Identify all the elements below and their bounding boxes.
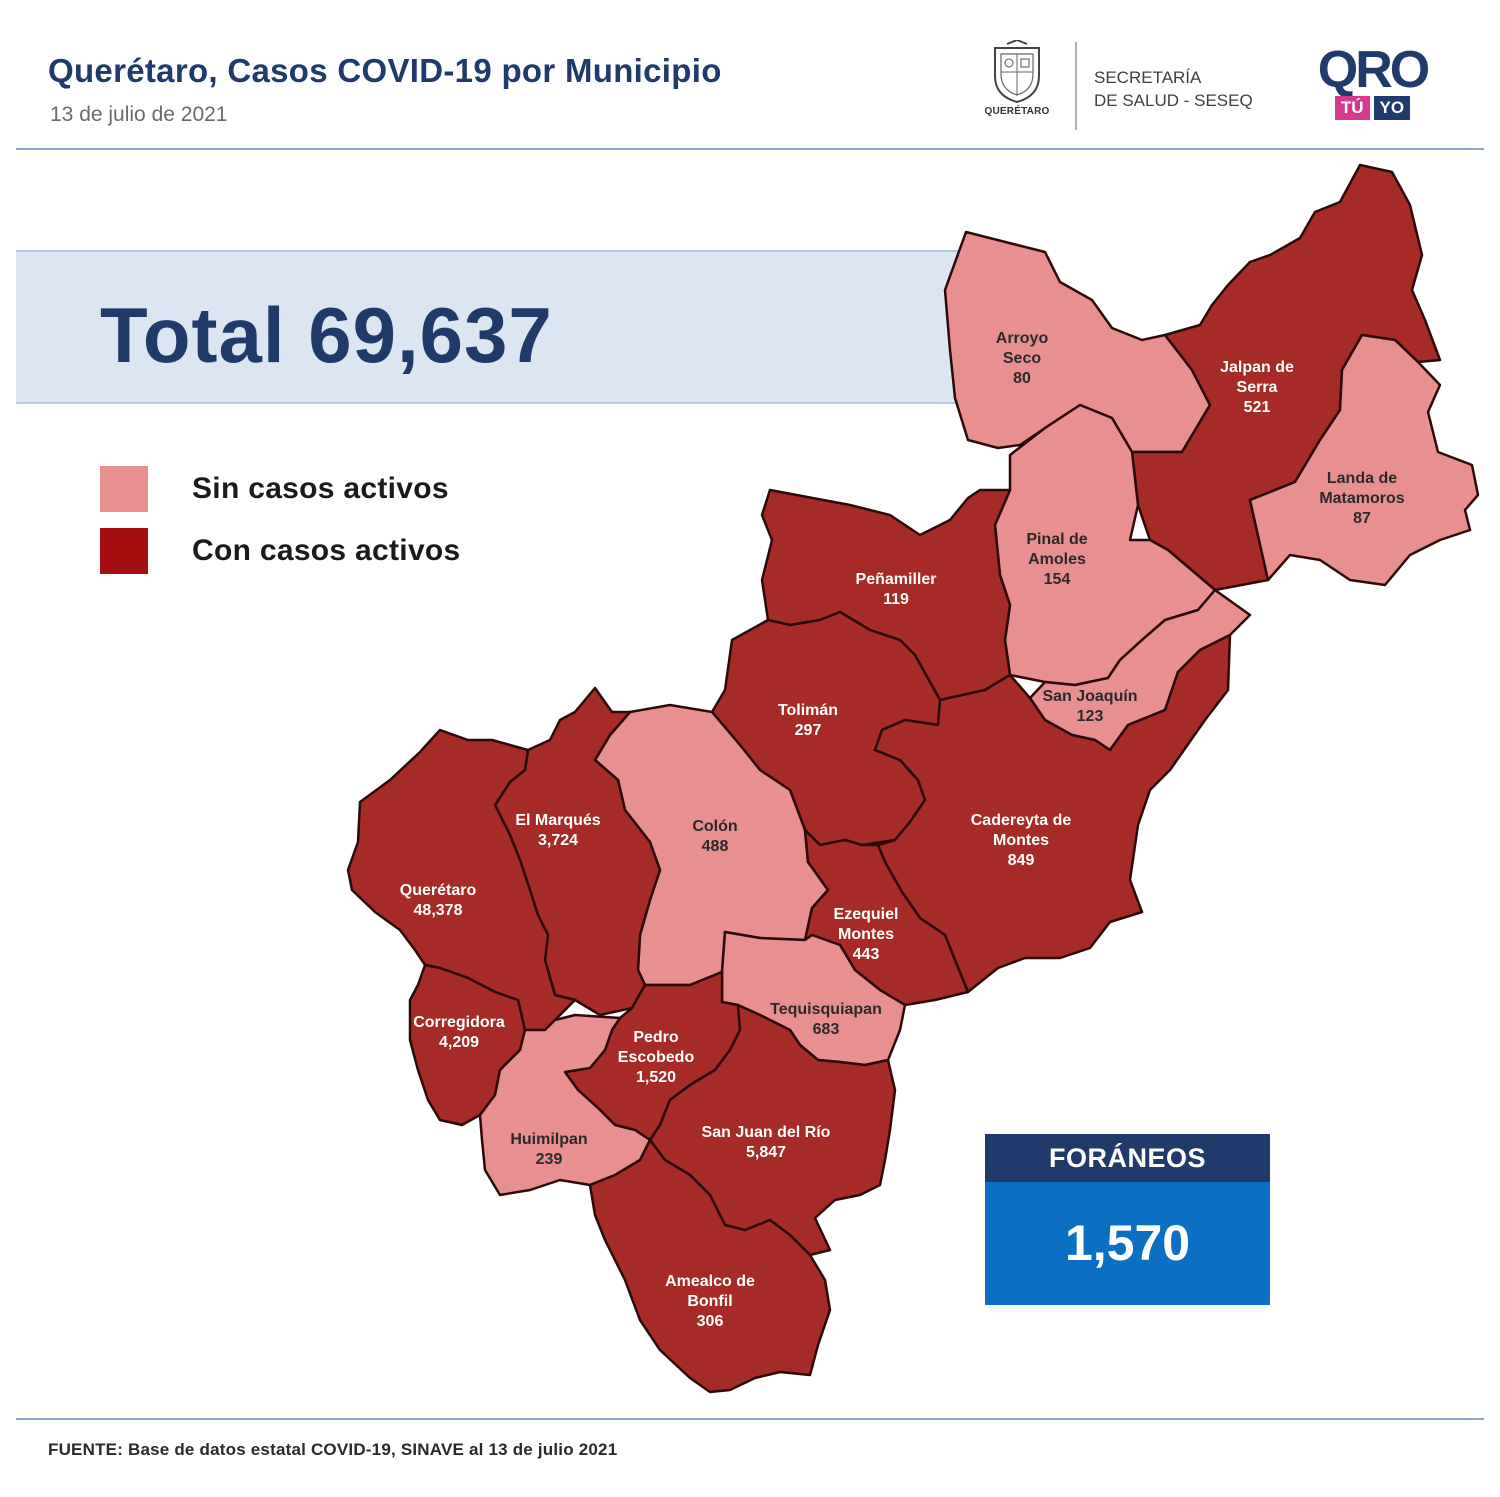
legend-label-con: Con casos activos	[192, 534, 461, 567]
municipality-label-colon: Colón 488	[692, 818, 737, 855]
municipality-label-huimilpan: Huimilpan 239	[510, 1131, 587, 1168]
header-rule	[16, 148, 1484, 150]
qro-logo: QRO TÚ YO	[1305, 44, 1440, 128]
region-queretaro[interactable]	[346, 728, 577, 1032]
state-seal: QUERÉTARO	[978, 40, 1056, 132]
legend-item-sin: Sin casos activos	[100, 466, 449, 512]
total-cases: Total 69,637	[100, 291, 553, 379]
source-note: FUENTE: Base de datos estatal COVID-19, …	[48, 1440, 618, 1459]
municipality-label-el-marques: El Marqués 3,724	[515, 812, 600, 849]
municipality-label-cadereyta: Cadereyta de Montes 849	[971, 812, 1072, 869]
qro-logo-word: QRO	[1317, 41, 1430, 99]
logo-tag-yo: YO	[1373, 96, 1411, 120]
legend-item-con: Con casos activos	[100, 528, 461, 574]
region-ezequiel[interactable]	[803, 828, 970, 1007]
municipality-label-jalpan: Jalpan de Serra 521	[1220, 359, 1294, 416]
municipality-label-arroyo-seco: Arroyo Seco 80	[996, 330, 1049, 387]
municipality-label-tequisquiapan: Tequisquiapan 683	[770, 1001, 882, 1038]
department-name: SECRETARÍA DE SALUD - SESEQ	[1094, 66, 1253, 112]
region-san-juan[interactable]	[648, 1003, 897, 1257]
municipality-label-pinal: Pinal de Amoles 154	[1026, 531, 1087, 588]
footer-rule	[16, 1418, 1484, 1420]
logo-tag-tu: TÚ	[1334, 96, 1370, 120]
region-amealco[interactable]	[588, 1138, 832, 1394]
municipality-label-corregidora: Corregidora 4,209	[413, 1014, 505, 1051]
legend-label-sin: Sin casos activos	[192, 472, 449, 505]
region-cadereyta[interactable]	[873, 633, 1232, 994]
header-divider	[1075, 42, 1077, 130]
municipality-label-amealco: Amealco de Bonfil 306	[665, 1273, 755, 1330]
legend-swatch-con	[100, 528, 148, 574]
page-title: Querétaro, Casos COVID-19 por Municipio	[48, 52, 722, 89]
municipality-label-san-juan: San Juan del Río 5,847	[702, 1124, 831, 1161]
municipality-label-san-joaquin: San Joaquín 123	[1042, 688, 1137, 725]
seal-caption: QUERÉTARO	[984, 106, 1050, 117]
foraneos-box: FORÁNEOS 1,570	[985, 1134, 1270, 1305]
coat-of-arms-icon	[994, 40, 1040, 104]
municipality-label-ezequiel: Ezequiel Montes 443	[834, 906, 899, 963]
municipality-label-toliman: Tolimán 297	[778, 702, 838, 739]
report-date: 13 de julio de 2021	[50, 103, 228, 126]
region-landa[interactable]	[1248, 333, 1480, 587]
foraneos-label: FORÁNEOS	[985, 1134, 1270, 1182]
foraneos-value: 1,570	[985, 1182, 1270, 1305]
municipality-label-pedro-escobedo: Pedro Escobedo 1,520	[618, 1029, 695, 1086]
department-line-2: DE SALUD - SESEQ	[1094, 91, 1253, 110]
department-line-1: SECRETARÍA	[1094, 68, 1202, 87]
legend-swatch-sin	[100, 466, 148, 512]
total-band	[16, 250, 976, 404]
municipality-label-penamiller: Peñamiller 119	[856, 571, 937, 608]
municipality-label-landa: Landa de Matamoros 87	[1319, 470, 1404, 527]
municipality-label-queretaro: Querétaro 48,378	[400, 882, 477, 919]
